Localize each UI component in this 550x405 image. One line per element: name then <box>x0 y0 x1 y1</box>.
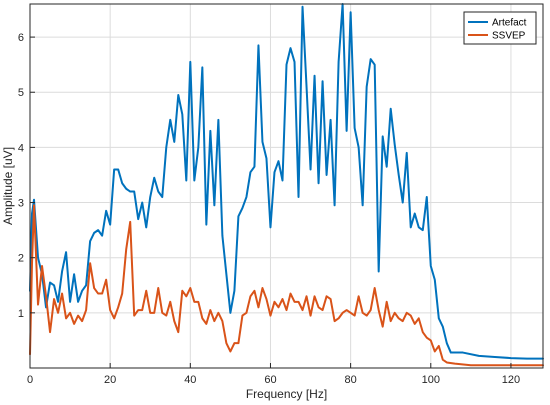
plot-frame <box>29 3 544 369</box>
x-tick-label: 20 <box>104 374 116 386</box>
x-tick-label: 100 <box>422 374 440 386</box>
legend-label-ssvep: SSVEP <box>492 31 526 42</box>
grid-lines <box>30 4 543 368</box>
y-tick-label: 2 <box>18 253 24 265</box>
series-line-artefact <box>29 3 544 360</box>
legend-label-artefact: Artefact <box>492 18 527 29</box>
x-tick-label: 120 <box>502 374 520 386</box>
legend: Artefact SSVEP <box>463 11 537 45</box>
legend-box <box>463 11 537 45</box>
x-tick-label: 60 <box>264 374 276 386</box>
x-tick-label: 40 <box>184 374 196 386</box>
x-tick-label: 0 <box>27 374 33 386</box>
x-tick-label: 80 <box>345 374 357 386</box>
y-tick-label: 6 <box>18 32 24 44</box>
series-line-ssvep <box>29 204 544 367</box>
x-axis-label: Frequency [Hz] <box>246 387 327 401</box>
y-tick-label: 4 <box>18 142 24 154</box>
y-axis-label: Amplitude [uV] <box>1 147 15 225</box>
y-tick-label: 1 <box>18 308 24 320</box>
y-tick-label: 3 <box>18 198 24 210</box>
plot-series <box>29 3 544 367</box>
axis-ticks: 0 20 40 60 80 100 120 1 2 3 4 5 6 <box>18 32 520 386</box>
y-tick-label: 5 <box>18 87 24 99</box>
